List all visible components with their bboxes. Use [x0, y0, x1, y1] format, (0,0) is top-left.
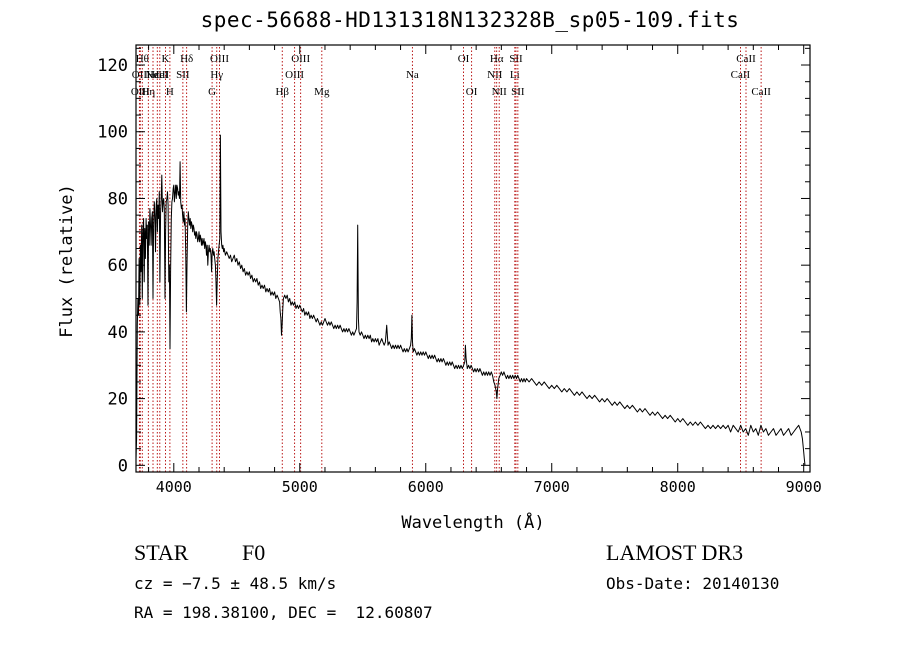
- line-marker-label: OIII: [210, 53, 229, 65]
- line-marker-label: K: [162, 53, 170, 65]
- line-marker-label: NeIII: [145, 69, 169, 81]
- x-tick-label: 7000: [534, 478, 570, 496]
- y-tick-label: 60: [108, 256, 128, 276]
- spectrum-line: [136, 134, 806, 466]
- object-class: STAR: [134, 540, 189, 565]
- spectrum-series: [136, 134, 806, 466]
- emission-line-markers: OIIOIIIHθHηHεNeIIIHeIKHSIIHδGHγOIIIHβOII…: [131, 47, 771, 472]
- chart-title: spec-56688-HD131318N132328B_sp05-109.fit…: [200, 8, 740, 32]
- line-marker-label: Mg: [314, 86, 330, 98]
- line-marker-label: SII: [176, 69, 190, 81]
- x-tick-label: 5000: [282, 478, 318, 496]
- coordinates-readout: RA = 198.38100, DEC = 12.60807: [134, 603, 433, 622]
- y-tick-label: 0: [118, 456, 128, 476]
- axis-ticks: 4000 5000 6000 7000 8000 9000 0 20 40 60 80 100 120: [97, 45, 822, 496]
- survey-name: LAMOST DR3: [606, 540, 744, 565]
- y-tick-label: 100: [97, 123, 128, 143]
- line-marker-label: CaII: [751, 86, 771, 98]
- line-marker-label: G: [208, 86, 216, 98]
- line-marker-label: SII: [509, 53, 523, 65]
- x-tick-label: 6000: [408, 478, 444, 496]
- line-marker-label: H: [166, 86, 174, 98]
- y-tick-label: 120: [97, 56, 128, 76]
- line-marker-label: Hε: [147, 69, 160, 81]
- y-tick-label: 40: [108, 323, 128, 343]
- x-tick-label: 8000: [660, 478, 696, 496]
- line-marker-label: OIII: [291, 53, 310, 65]
- line-marker-label: NII: [492, 86, 508, 98]
- line-marker-label: Hα: [490, 53, 504, 65]
- spectral-subclass: F0: [242, 540, 266, 565]
- line-marker-label: Hθ: [136, 53, 149, 65]
- line-marker-label: Hβ: [275, 86, 289, 98]
- line-marker-label: CaII: [736, 53, 756, 65]
- line-marker-label: HeI: [152, 69, 169, 81]
- line-marker-label: Hδ: [180, 53, 193, 65]
- redshift-readout: cz = −7.5 ± 48.5 km/s: [134, 574, 337, 593]
- line-marker-label: Hη: [141, 86, 155, 98]
- line-marker-label: CaII: [731, 69, 751, 81]
- x-axis-label: Wavelength (Å): [401, 511, 544, 533]
- line-marker-label: OIII: [285, 69, 304, 81]
- y-tick-label: 20: [108, 390, 128, 410]
- observation-date: Obs-Date: 20140130: [606, 574, 780, 593]
- plot-frame: [135, 44, 811, 473]
- line-marker-label: OI: [458, 53, 470, 65]
- y-tick-label: 80: [108, 189, 128, 209]
- line-marker-label: Na: [406, 69, 419, 81]
- line-marker-label: Li: [510, 69, 520, 81]
- line-marker-label: NII: [487, 69, 503, 81]
- x-tick-label: 9000: [786, 478, 822, 496]
- y-axis-label: Flux (relative): [57, 184, 77, 338]
- x-tick-label: 4000: [156, 478, 192, 496]
- line-marker-label: OI: [466, 86, 478, 98]
- line-marker-label: Hγ: [210, 69, 223, 81]
- line-marker-label: SII: [511, 86, 525, 98]
